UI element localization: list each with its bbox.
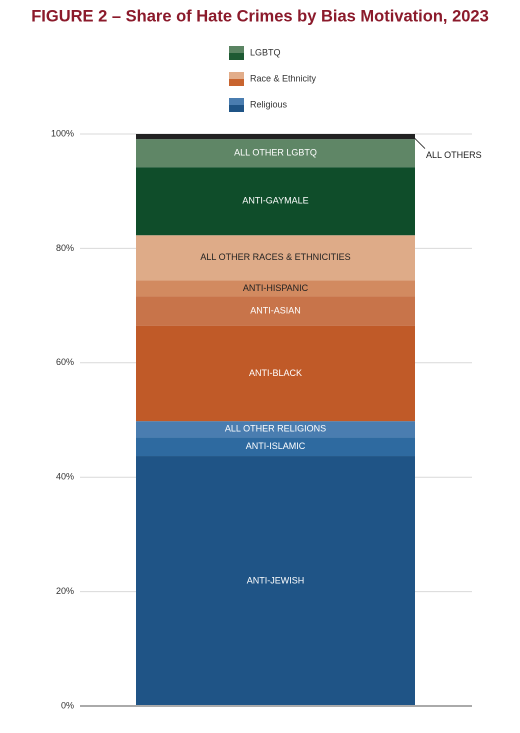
bar-segment [136,235,415,281]
segment-label: ALL OTHERS [426,150,482,160]
segment-label: ANTI-JEWISH [247,575,305,585]
legend-swatch [229,46,244,53]
bar-segment [136,296,415,326]
segment-label: ANTI-ASIAN [250,305,301,315]
bar-segment [136,134,415,140]
legend-label: LGBTQ [250,47,281,57]
legend-swatch [229,53,244,60]
segment-label: ANTI-HISPANIC [243,283,309,293]
bar-segment [136,280,415,297]
bar-segment [136,456,415,706]
segment-label: ALL OTHER RACES & ETHNICITIES [200,252,350,262]
segment-label: ANTI-BLACK [249,368,302,378]
y-tick-label: 80% [56,243,74,253]
y-tick-label: 60% [56,357,74,367]
y-tick-label: 0% [61,700,74,710]
legend-swatch [229,79,244,86]
bar-segment [136,139,415,168]
segment-label: ANTI-ISLAMIC [246,441,306,451]
segment-label: ALL OTHER RELIGIONS [225,424,326,434]
chart-title: FIGURE 2 – Share of Hate Crimes by Bias … [31,7,489,25]
legend-swatch [229,105,244,112]
bar-segment [136,437,415,457]
bar-segment [136,325,415,422]
y-tick-label: 40% [56,472,74,482]
leader-line [412,136,426,149]
y-tick-label: 20% [56,586,74,596]
legend-label: Religious [250,99,288,109]
segment-label: ANTI-GAYMALE [242,196,308,206]
legend-swatch [229,72,244,79]
segment-label: ALL OTHER LGBTQ [234,148,317,158]
bar-segment [136,421,415,438]
legend-label: Race & Ethnicity [250,73,317,83]
y-tick-label: 100% [51,128,74,138]
legend-swatch [229,98,244,105]
bar-segment [136,167,415,236]
